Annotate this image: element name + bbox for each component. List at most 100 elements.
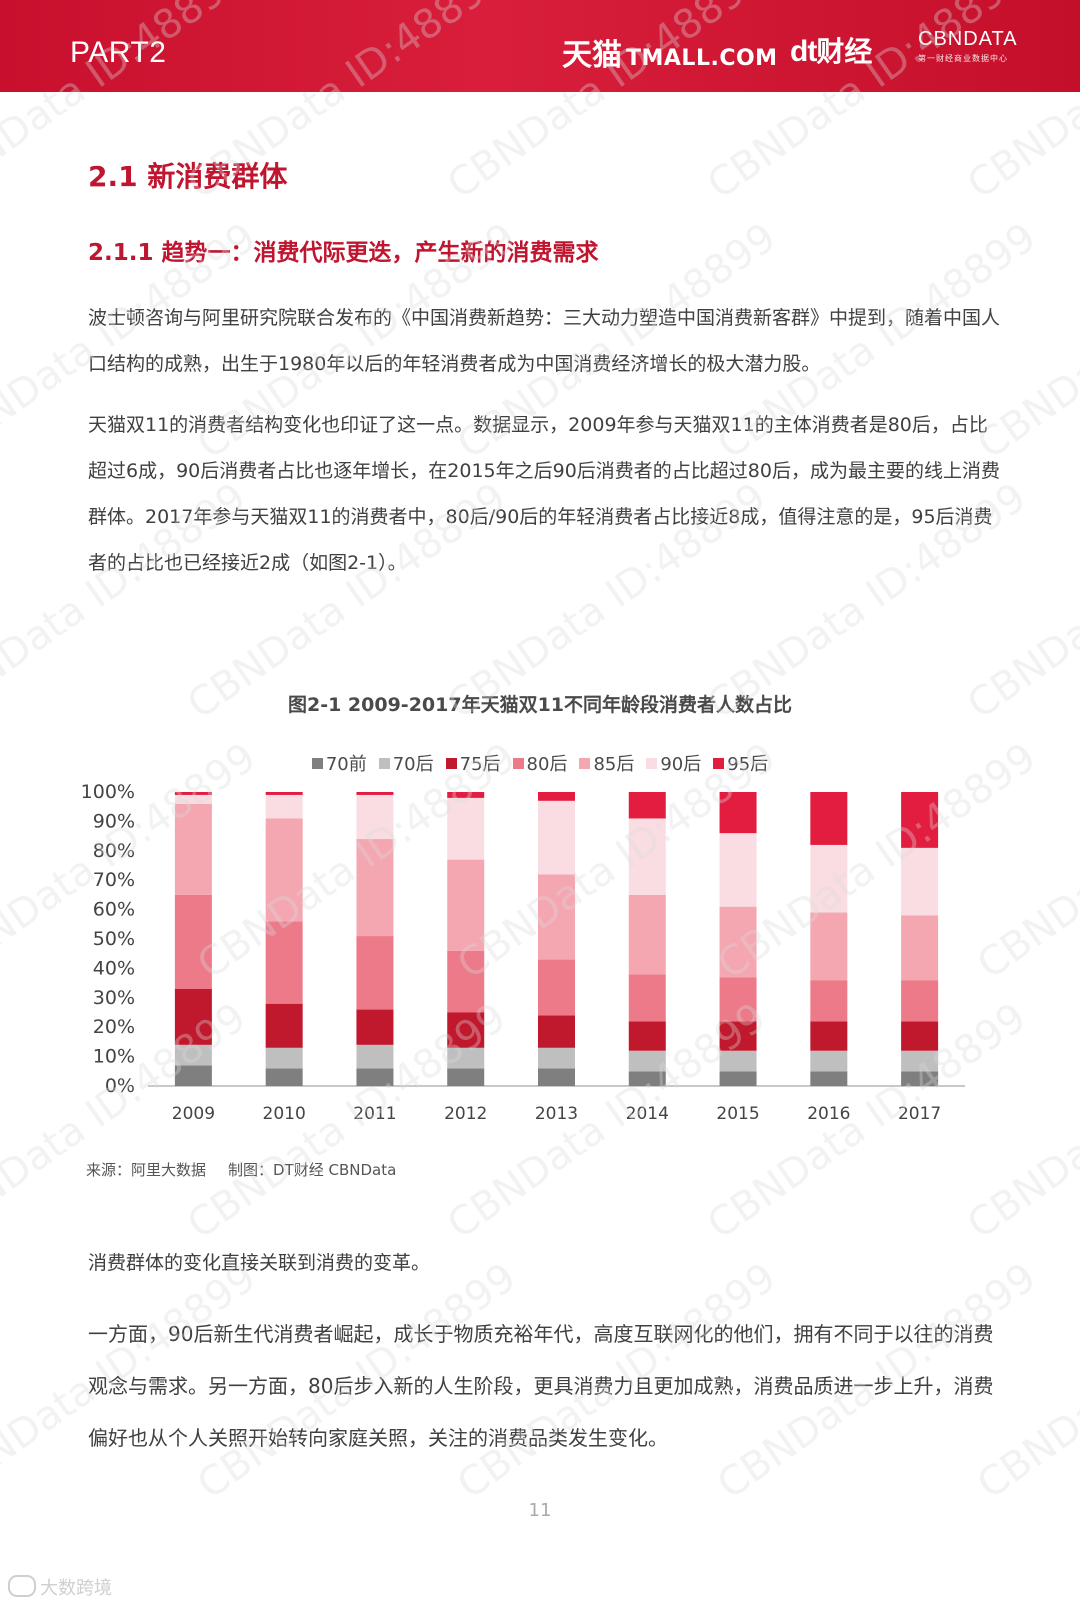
dt-logo-cn: 财经 — [816, 35, 873, 68]
bar-segment — [901, 792, 939, 848]
legend-label: 80后 — [526, 754, 568, 775]
bar-segment — [538, 959, 575, 1016]
bar-segment — [719, 977, 757, 1022]
chart-source: 来源：阿里大数据 制图：DT财经 CBNData — [86, 1159, 418, 1180]
legend-item: 85后 — [579, 750, 634, 776]
bar-segment — [265, 921, 303, 1004]
legend-swatch — [378, 758, 390, 769]
legend-swatch — [512, 758, 524, 769]
body-paragraph-1: 波士顿咨询与阿里研究院联合发布的《中国消费新趋势：三大动力塑造中国消费新客群》中… — [88, 307, 1001, 375]
stacked-bar-chart: 100% 90% 80% 70% 60% 50% 40% 30% 20% 10% 0% 2009 201… — [81, 781, 965, 1124]
bar-segment — [356, 794, 394, 840]
legend-item: 70后 — [378, 750, 434, 776]
bar-segment — [447, 1047, 485, 1069]
bar-segment — [174, 1044, 212, 1066]
bar-segment — [174, 1065, 212, 1086]
y-tick-label: 0% — [105, 1075, 135, 1097]
body-paragraph-3: 消费群体的变化直接关联到消费的变革。 — [88, 1252, 431, 1274]
bar-segment — [447, 1068, 485, 1086]
bar-segment — [174, 803, 212, 895]
bar-segment — [719, 792, 757, 834]
page-number: 11 — [528, 1500, 552, 1521]
bar-segment — [628, 1071, 666, 1086]
bar-segment — [538, 1015, 575, 1048]
bar-segment — [447, 859, 485, 951]
bar-segment — [265, 1047, 303, 1069]
cbndata-logo-sub: 第一财经商业数据中心 — [918, 54, 1008, 63]
bar-segment — [628, 818, 666, 895]
legend-label: 85后 — [593, 754, 635, 775]
dt-finance-logo: dt财经 — [790, 30, 872, 70]
bar-segment — [628, 894, 666, 975]
bar-segment — [628, 1021, 666, 1051]
y-tick-label: 30% — [93, 987, 135, 1009]
bar-segment — [901, 847, 939, 916]
x-tick-label: 2009 — [172, 1104, 215, 1124]
bar-segment — [356, 792, 394, 795]
legend-item: 95后 — [713, 750, 768, 776]
y-tick-label: 100% — [81, 781, 135, 803]
bar-segment — [174, 794, 212, 804]
legend-swatch — [445, 758, 457, 769]
bar-segment — [447, 1012, 485, 1048]
footer-brand-icon — [8, 1575, 36, 1597]
x-tick-label: 2013 — [535, 1104, 578, 1124]
bar-segment — [810, 844, 848, 913]
bar-segment — [538, 874, 575, 960]
bar-segment — [174, 988, 212, 1045]
bar-segment — [901, 980, 939, 1022]
bar-segment — [719, 906, 757, 978]
legend-label: 90后 — [660, 754, 702, 775]
legend-swatch — [646, 758, 658, 769]
bar-segment — [265, 792, 303, 795]
bar-segment — [810, 792, 848, 845]
bar-segment — [447, 797, 485, 860]
legend-swatch — [713, 758, 725, 769]
x-tick-label: 2016 — [807, 1104, 850, 1124]
bar-segment — [901, 1071, 939, 1086]
legend-item: 75后 — [445, 750, 501, 776]
bar-segment — [265, 818, 303, 922]
bar-segment — [901, 915, 939, 981]
maker-label: 制图：DT财经 CBNData — [228, 1161, 397, 1179]
dt-logo-mark: dt — [790, 35, 817, 68]
y-tick-label: 10% — [93, 1046, 135, 1068]
y-tick-label: 80% — [93, 840, 135, 862]
bar-segment — [356, 936, 394, 1010]
y-tick-label: 40% — [93, 957, 135, 979]
bar-segment — [265, 1068, 303, 1086]
part-label: PART2 — [70, 36, 167, 69]
bar-segment — [538, 792, 575, 801]
bar-segment — [719, 1050, 757, 1072]
bar-segment — [719, 833, 757, 907]
x-tick-label: 2014 — [626, 1104, 669, 1124]
cbndata-logo: CBNDATA 第一财经商业数据中心 — [918, 28, 1018, 64]
x-tick-label: 2017 — [898, 1104, 941, 1124]
body-paragraph-4: 一方面，90后新生代消费者崛起，成长于物质充裕年代，高度互联网化的他们，拥有不同… — [88, 1322, 994, 1450]
bar-segment — [265, 1003, 303, 1048]
legend-swatch — [579, 758, 591, 769]
y-tick-label: 20% — [93, 1016, 135, 1038]
bar-segment — [901, 1021, 939, 1051]
legend-label: 70前 — [325, 754, 367, 775]
bar-segment — [810, 980, 848, 1022]
bar-segment — [356, 1009, 394, 1045]
bar-segment — [628, 1050, 666, 1072]
x-tick-label: 2012 — [444, 1104, 487, 1124]
bar-segment — [810, 1071, 848, 1086]
cbndata-logo-text: CBNDATA — [918, 28, 1018, 50]
bar-segment — [447, 792, 485, 798]
chart-legend: 70前 70后 75后 80后 85后 90后 95后 — [0, 750, 1080, 776]
bar-segment — [628, 792, 666, 819]
x-tick-label: 2011 — [353, 1104, 396, 1124]
y-tick-label: 90% — [93, 810, 135, 832]
x-tick-label: 2010 — [263, 1104, 306, 1124]
y-tick-label: 60% — [93, 899, 135, 921]
legend-label: 70后 — [392, 754, 434, 775]
y-tick-label: 50% — [93, 928, 135, 950]
legend-item: 90后 — [646, 750, 701, 776]
bar-segment — [719, 1021, 757, 1051]
bar-segment — [810, 1021, 848, 1051]
footer-brand: 大数跨境 — [8, 1574, 112, 1600]
chart-title: 图2-1 2009-2017年天猫双11不同年龄段消费者人数占比 — [287, 694, 793, 716]
